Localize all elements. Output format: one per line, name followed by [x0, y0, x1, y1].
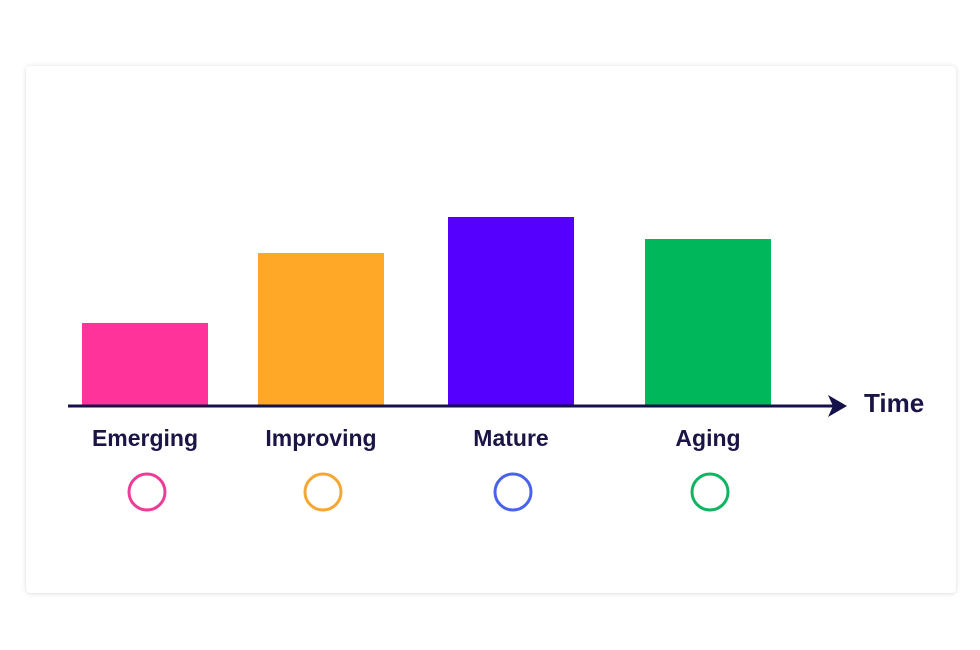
marker-circle-icon-aging — [690, 472, 730, 512]
category-labels: Emerging Improving Mature Aging — [92, 425, 741, 451]
marker-circle-icon-improving — [303, 472, 343, 512]
marker-circle-icon-mature — [493, 472, 533, 512]
x-axis-arrow-icon — [828, 395, 847, 417]
bar-aging — [645, 239, 771, 405]
marker-circle-icon-emerging — [127, 472, 167, 512]
category-markers — [127, 472, 730, 512]
bar-improving — [258, 253, 384, 405]
bar-emerging — [82, 323, 208, 405]
x-axis-label: Time — [864, 388, 924, 418]
bar-mature — [448, 217, 574, 405]
category-label-improving: Improving — [265, 425, 376, 451]
bars-group — [82, 217, 771, 405]
x-axis: Time — [68, 388, 924, 418]
category-label-aging: Aging — [675, 425, 740, 451]
category-label-mature: Mature — [473, 425, 548, 451]
category-label-emerging: Emerging — [92, 425, 198, 451]
